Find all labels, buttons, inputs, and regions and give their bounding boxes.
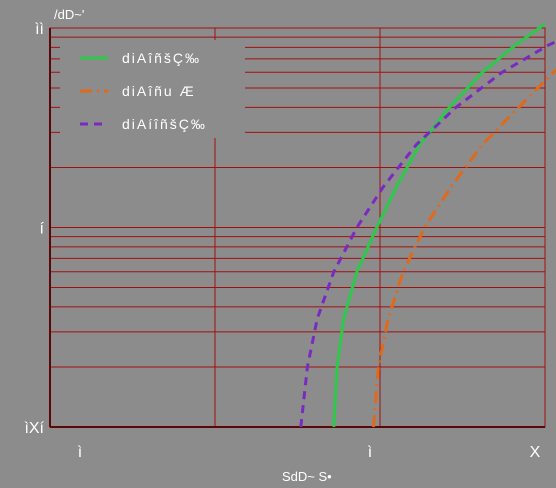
y-tick-label: ìXí bbox=[24, 420, 44, 437]
axes bbox=[49, 28, 545, 428]
series-line-1 bbox=[332, 22, 546, 428]
series-line-3 bbox=[299, 39, 556, 428]
y-tick-label: í bbox=[40, 221, 45, 238]
legend: diAîñšÇ‰ diAîñu Æ diAíîñšÇ‰ bbox=[60, 40, 245, 138]
x-tick-label: X bbox=[530, 444, 541, 461]
legend-label-1: diAîñšÇ‰ bbox=[122, 50, 201, 66]
x-axis-title: SdD~ S• bbox=[282, 469, 332, 484]
legend-label-3: diAíîñšÇ‰ bbox=[122, 116, 207, 132]
x-tick-label: ì bbox=[78, 444, 82, 461]
series-group bbox=[299, 22, 556, 428]
x-tick-label: ì bbox=[368, 444, 372, 461]
y-axis-title: /dD~' bbox=[54, 7, 84, 22]
y-tick-label: ìì bbox=[35, 21, 44, 38]
legend-box bbox=[60, 40, 245, 138]
legend-label-2: diAîñu Æ bbox=[122, 83, 196, 99]
